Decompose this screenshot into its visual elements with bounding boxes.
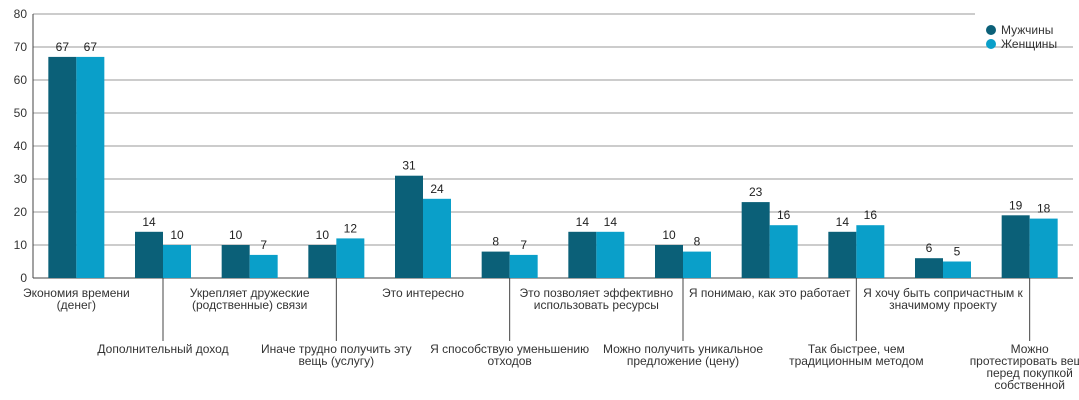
- category-label: Я понимаю, как это работает: [689, 286, 851, 300]
- value-label: 16: [777, 208, 791, 222]
- value-label: 7: [260, 238, 267, 252]
- value-labels: 67 67 14 10 10 7 10 12 31 24 8 7 14 14 10 8 23 16 14 16 6 5 19…: [56, 40, 1051, 259]
- legend-marker-women: [986, 39, 996, 49]
- category-label: Экономия времени (денег): [23, 286, 130, 312]
- value-label: 18: [1037, 202, 1051, 216]
- legend-marker-men: [986, 25, 996, 35]
- value-label: 10: [229, 228, 243, 242]
- grid-lines: [32, 13, 1073, 279]
- category-label: Я хочу быть сопричастным к значимому прое…: [863, 286, 1023, 312]
- legend-label-women: Женщины: [1001, 37, 1057, 51]
- bar-women: [769, 225, 798, 278]
- bar-men: [221, 245, 250, 278]
- y-tick-label: 10: [14, 238, 28, 252]
- bar-men: [915, 258, 943, 278]
- bar-men: [135, 231, 163, 278]
- bar-women: [249, 254, 278, 278]
- bar-women: [596, 231, 625, 278]
- y-tick-label: 0: [20, 271, 27, 285]
- category-label: Иначе трудно получить эту вещь (услугу): [261, 342, 412, 368]
- category-label: Это позволяет эффективно использовать рес…: [520, 286, 674, 312]
- value-label: 10: [170, 228, 184, 242]
- y-tick-label: 60: [14, 73, 28, 87]
- x-axis-category-labels: Экономия времени (денег) Дополнительный до…: [23, 286, 1079, 392]
- bar-women: [163, 245, 191, 278]
- bar-men: [481, 251, 510, 278]
- y-tick-label: 20: [14, 205, 28, 219]
- y-tick-label: 30: [14, 172, 28, 186]
- bar-men: [395, 175, 423, 278]
- value-label: 19: [1009, 198, 1023, 212]
- bar-women: [509, 254, 538, 278]
- category-label: Можно получить уникальное предложение (це…: [603, 342, 763, 368]
- y-tick-label: 50: [14, 106, 28, 120]
- bar-men: [568, 231, 597, 278]
- bar-men: [828, 231, 857, 278]
- bar-women: [1029, 218, 1058, 278]
- bar-men: [308, 245, 337, 278]
- legend: Мужчины Женщины: [986, 23, 1057, 51]
- value-label: 31: [402, 159, 416, 173]
- category-label: Укрепляет дружеские (родственные) связи: [190, 286, 310, 312]
- value-label: 12: [344, 221, 358, 235]
- bar-women: [943, 261, 971, 278]
- category-label: Дополнительный доход: [97, 342, 228, 356]
- category-label: Так быстрее, чем традиционным методом: [789, 342, 923, 368]
- category-label: Можно протестировать вещь перед покупкой со…: [970, 342, 1079, 392]
- value-label: 23: [749, 185, 763, 199]
- bar-men: [48, 56, 77, 279]
- value-label: 14: [576, 215, 590, 229]
- value-label: 14: [836, 215, 850, 229]
- value-label: 16: [864, 208, 878, 222]
- bar-men: [741, 202, 770, 278]
- value-label: 5: [954, 245, 961, 259]
- bar-women: [336, 238, 365, 278]
- bar-women: [76, 56, 105, 279]
- category-label: Это интересно: [382, 286, 464, 300]
- value-label: 24: [430, 182, 444, 196]
- category-connectors: [162, 278, 1031, 341]
- y-tick-label: 80: [14, 7, 28, 21]
- value-label: 10: [662, 228, 676, 242]
- y-tick-label: 40: [14, 139, 28, 153]
- value-label: 8: [492, 235, 499, 249]
- bars: [48, 56, 1058, 279]
- category-label: Я способствую уменьшению отходов: [430, 342, 589, 368]
- bar-women: [683, 251, 711, 278]
- bar-men: [1001, 215, 1030, 278]
- bar-women: [423, 198, 451, 278]
- value-label: 6: [926, 241, 933, 255]
- value-label: 8: [694, 235, 701, 249]
- y-axis-ticks: 0 10 20 30 40 50 60 70 80: [14, 7, 28, 285]
- value-label: 67: [56, 40, 70, 54]
- bar-men: [655, 245, 683, 278]
- bar-women: [856, 225, 885, 278]
- value-label: 14: [142, 215, 156, 229]
- value-label: 7: [520, 238, 527, 252]
- y-tick-label: 70: [14, 40, 28, 54]
- value-label: 67: [84, 40, 98, 54]
- value-label: 14: [604, 215, 618, 229]
- value-label: 10: [316, 228, 330, 242]
- legend-label-men: Мужчины: [1001, 23, 1053, 37]
